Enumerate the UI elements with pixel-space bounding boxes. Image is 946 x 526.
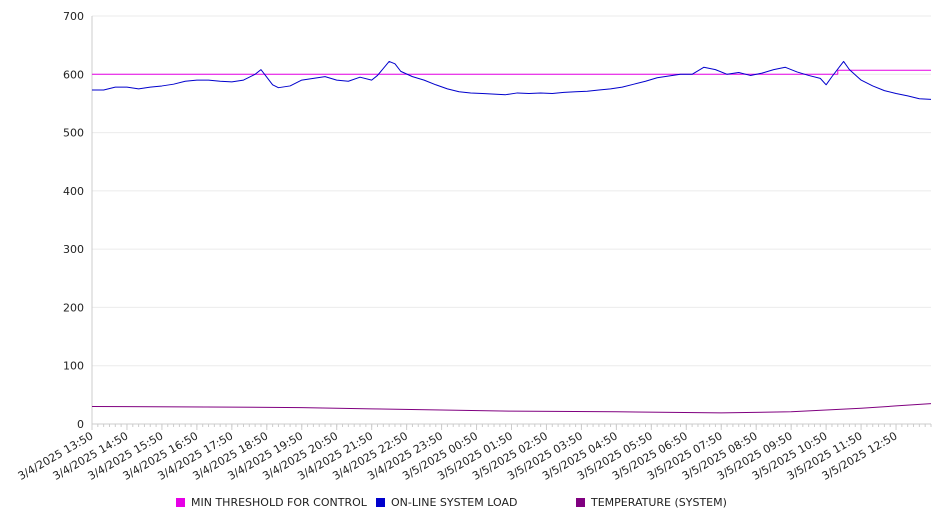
legend-item-threshold: MIN THRESHOLD FOR CONTROL — [176, 496, 367, 509]
grid-lines — [92, 15, 931, 367]
y-tick-label: 700 — [63, 10, 84, 23]
legend-item-load: ON-LINE SYSTEM LOAD — [376, 496, 517, 509]
legend-swatch-load — [376, 498, 385, 507]
legend-item-temperature: TEMPERATURE (SYSTEM) — [576, 496, 727, 509]
line-chart: 0 100 200 300 400 500 600 700 3/4/2025 13:503/4… — [16, 10, 932, 483]
legend-swatch-threshold — [176, 498, 185, 507]
y-tick-label: 300 — [63, 243, 84, 256]
y-tick-label: 100 — [63, 360, 84, 373]
legend-swatch-temperature — [576, 498, 585, 507]
series-lines — [91, 60, 932, 414]
legend-label-load: ON-LINE SYSTEM LOAD — [391, 496, 518, 509]
y-tick-label: 600 — [63, 68, 84, 81]
y-tick-label: 500 — [63, 127, 84, 140]
y-tick-label: 400 — [63, 185, 84, 198]
y-tick-label: 0 — [77, 418, 84, 431]
y-axis-ticks: 0 100 200 300 400 500 600 700 — [63, 10, 84, 431]
x-axis-ticks: 3/4/2025 13:503/4/2025 14:503/4/2025 15:… — [16, 424, 932, 483]
legend: MIN THRESHOLD FOR CONTROL ON-LINE SYSTEM… — [0, 496, 946, 516]
legend-label-threshold: MIN THRESHOLD FOR CONTROL — [191, 496, 367, 509]
series-line-threshold — [92, 69, 931, 75]
series-line-load — [92, 60, 932, 100]
series-line-temperature — [91, 403, 932, 414]
y-tick-label: 200 — [63, 301, 84, 314]
legend-label-temperature: TEMPERATURE (SYSTEM) — [591, 496, 727, 509]
